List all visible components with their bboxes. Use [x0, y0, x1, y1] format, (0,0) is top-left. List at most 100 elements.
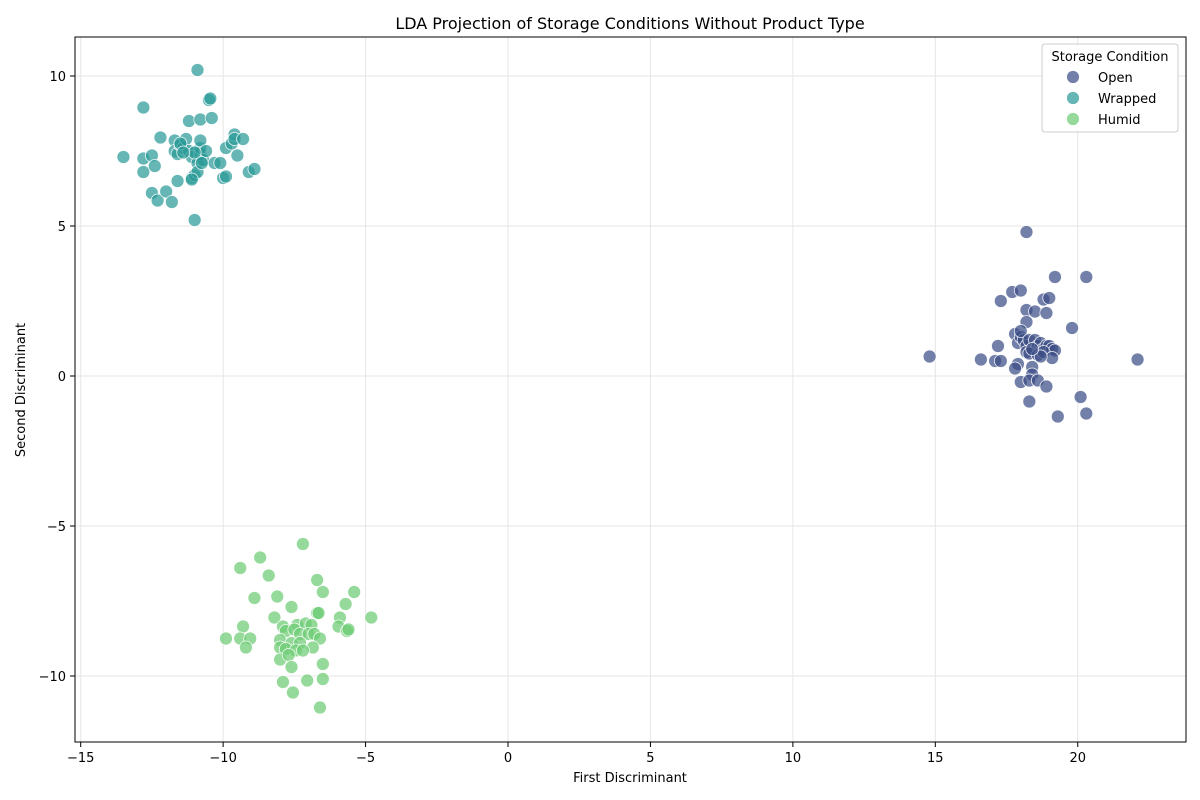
data-point: [1013, 324, 1028, 338]
data-point: [300, 673, 315, 688]
data-point: [1073, 390, 1088, 404]
data-point: [193, 112, 208, 127]
data-point: [236, 619, 250, 634]
x-tick-label: −5: [356, 751, 375, 766]
plot-frame: [74, 36, 1187, 743]
x-tick-label: 15: [927, 751, 944, 766]
legend-marker: [1066, 91, 1080, 105]
data-point: [991, 339, 1005, 353]
data-point: [1050, 409, 1065, 424]
legend-label: Humid: [1098, 113, 1141, 128]
data-point: [190, 63, 205, 77]
data-point: [1013, 283, 1028, 298]
data-point: [973, 352, 988, 367]
x-axis-label: First Discriminant: [573, 771, 687, 786]
data-point: [194, 156, 209, 170]
data-point: [184, 172, 199, 187]
data-point: [993, 294, 1008, 308]
legend-marker: [1066, 112, 1080, 126]
data-points: [116, 63, 1145, 715]
data-point: [270, 589, 285, 604]
data-point: [311, 606, 326, 620]
x-tick-label: −15: [67, 751, 94, 766]
data-point: [338, 597, 353, 611]
data-point: [247, 591, 262, 605]
data-point: [284, 600, 299, 614]
data-point: [239, 640, 253, 655]
data-point: [153, 130, 168, 145]
data-point: [315, 585, 330, 599]
data-point: [1045, 351, 1060, 365]
data-point: [159, 184, 174, 199]
x-tick-label: 5: [646, 751, 654, 766]
data-point: [364, 610, 379, 625]
data-point: [1008, 361, 1022, 376]
data-point: [922, 349, 937, 364]
x-tick-label: 10: [785, 751, 802, 766]
y-tick-label: 0: [58, 370, 66, 385]
y-tick-label: 10: [49, 70, 66, 85]
legend-box: [1041, 43, 1179, 133]
x-tick-label: 0: [504, 751, 512, 766]
data-point: [247, 162, 262, 176]
legend-title: Storage Condition: [1051, 50, 1168, 65]
y-tick-label: −5: [47, 520, 66, 535]
data-point: [1130, 352, 1145, 367]
data-point: [213, 156, 228, 170]
data-point: [1028, 304, 1042, 319]
data-point: [261, 568, 276, 583]
chart-title: LDA Projection of Storage Conditions Wit…: [395, 14, 864, 33]
data-point: [341, 622, 356, 637]
data-point: [203, 91, 218, 106]
data-point: [1039, 306, 1054, 320]
data-point: [347, 585, 362, 599]
series-wrapped: [116, 63, 262, 227]
data-point: [182, 114, 196, 128]
data-point: [315, 672, 330, 686]
data-point: [150, 193, 165, 208]
data-point: [170, 174, 185, 188]
legend-marker: [1066, 70, 1080, 84]
data-point: [295, 643, 310, 658]
data-point: [1042, 291, 1057, 305]
data-point: [187, 213, 202, 227]
x-tick-label: 20: [1069, 751, 1086, 766]
data-point: [310, 573, 325, 587]
y-axis-label: Second Discriminant: [14, 323, 29, 457]
data-point: [1079, 270, 1094, 284]
data-point: [286, 685, 300, 700]
data-point: [1025, 342, 1040, 356]
data-point: [193, 133, 208, 148]
data-point: [315, 657, 330, 671]
data-point: [1039, 379, 1054, 394]
data-point: [219, 631, 233, 646]
data-point: [295, 537, 310, 551]
data-point: [1019, 225, 1034, 239]
data-point: [147, 159, 162, 173]
legend-label: Open: [1098, 71, 1133, 86]
data-point: [993, 354, 1008, 368]
legend: Storage Condition Open Wrapped Humid: [1041, 43, 1179, 133]
legend-label: Wrapped: [1098, 92, 1156, 107]
data-point: [284, 660, 299, 674]
data-point: [199, 144, 213, 158]
x-tick-label: −10: [209, 751, 236, 766]
data-point: [313, 700, 327, 715]
data-point: [233, 561, 248, 575]
data-point: [1065, 321, 1079, 335]
data-point: [136, 100, 151, 115]
data-point: [219, 169, 233, 184]
y-tick-label: 5: [58, 220, 66, 235]
data-point: [281, 648, 296, 662]
series-open: [922, 225, 1145, 424]
data-point: [230, 148, 245, 163]
data-point: [267, 610, 282, 625]
data-point: [1022, 394, 1037, 409]
series-humid: [219, 537, 379, 715]
data-point: [204, 111, 219, 125]
data-point: [1079, 406, 1094, 421]
data-point: [236, 132, 250, 146]
data-point: [116, 150, 131, 164]
x-axis-ticks: −15 −10 −5 0 5 10 15 20: [67, 742, 1086, 766]
